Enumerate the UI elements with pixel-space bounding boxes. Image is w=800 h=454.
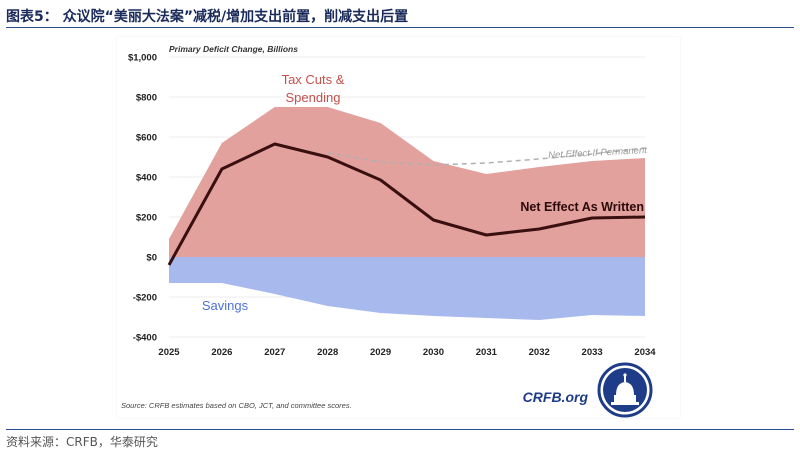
annotation-net-written: Net Effect As Written	[520, 200, 644, 214]
x-axis-ticks: 2025 2026 2027 2028 2029 2030 2031 2032 2033 2034	[158, 347, 656, 358]
chart-lines	[167, 142, 646, 266]
x-tick-label: 2032	[529, 347, 550, 358]
x-tick-label: 2033	[582, 347, 603, 358]
x-tick-label: 2029	[370, 347, 391, 358]
y-axis-ticks: $1,000 $800 $600 $400 $200 $0 -$200 -$400	[128, 53, 157, 344]
footer-source: 资料来源：CRFB，华泰研究	[6, 435, 158, 449]
x-tick-label: 2034	[634, 347, 656, 358]
x-tick-label: 2027	[264, 347, 285, 358]
x-tick-label: 2031	[476, 347, 498, 358]
crfb-capitol-logo-icon	[597, 362, 653, 418]
y-tick-label: $200	[136, 213, 157, 224]
y-tick-label: -$400	[133, 333, 157, 344]
deficit-chart: $1,000$800$600$400$200$0-$200-$400 2025 2…	[121, 44, 656, 418]
y-tick-label: $800	[136, 93, 157, 104]
line-net-effect-as-written	[167, 142, 646, 266]
x-tick-label: 2028	[317, 347, 338, 358]
area-savings	[169, 257, 645, 320]
line-net-effect-if-permanent	[327, 147, 646, 166]
annotation-net-permanent: Net Effect If Permanent	[548, 145, 648, 161]
annotation-tax-cuts-line2: Spending	[286, 90, 341, 105]
y-tick-label: -$200	[133, 293, 157, 304]
chart-title: Primary Deficit Change, Billions	[169, 44, 298, 54]
x-tick-label: 2026	[211, 347, 232, 358]
area-tax-cuts-spending	[169, 107, 645, 257]
crfb-logo-text: CRFB.org	[523, 389, 589, 405]
chart-areas	[169, 107, 645, 320]
annotation-savings: Savings	[202, 298, 249, 313]
annotation-tax-cuts-line1: Tax Cuts &	[282, 72, 345, 87]
page-title: 图表5： 众议院“美丽大法案”减税/增加支出前置，削减支出后置	[6, 9, 409, 25]
y-tick-label: $600	[136, 133, 157, 144]
y-tick-label: $1,000	[128, 53, 157, 64]
y-tick-label: $400	[136, 173, 157, 184]
source-note: Source: CRFB estimates based on CBO, JCT…	[121, 401, 352, 410]
x-tick-label: 2030	[423, 347, 444, 358]
footer-divider	[6, 429, 794, 430]
chart-frame: $1,000 $800 $600 $400 $200 $0 -$200 -$400 2025 2…	[117, 37, 680, 418]
y-tick-label: $0	[146, 253, 157, 264]
header-divider	[6, 27, 794, 28]
x-tick-label: 2025	[158, 347, 180, 358]
